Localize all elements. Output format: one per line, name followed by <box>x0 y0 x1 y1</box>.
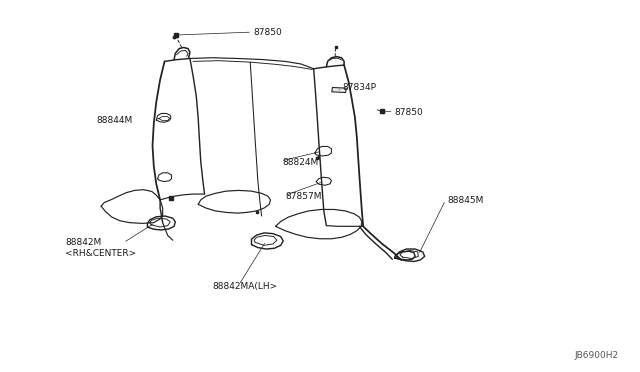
Text: 87850: 87850 <box>395 108 424 117</box>
Text: 88842M: 88842M <box>65 238 101 247</box>
Text: JB6900H2: JB6900H2 <box>574 351 618 360</box>
Text: 87834P: 87834P <box>342 83 376 92</box>
Text: 88842MA(LH>: 88842MA(LH> <box>212 282 277 291</box>
Text: 87850: 87850 <box>253 28 282 36</box>
Bar <box>332 87 346 93</box>
Text: 88824M: 88824M <box>282 158 318 167</box>
Text: 88844M: 88844M <box>97 116 133 125</box>
Text: 88845M: 88845M <box>447 196 483 205</box>
Text: <RH&CENTER>: <RH&CENTER> <box>65 249 136 258</box>
Text: 87857M: 87857M <box>285 192 322 202</box>
